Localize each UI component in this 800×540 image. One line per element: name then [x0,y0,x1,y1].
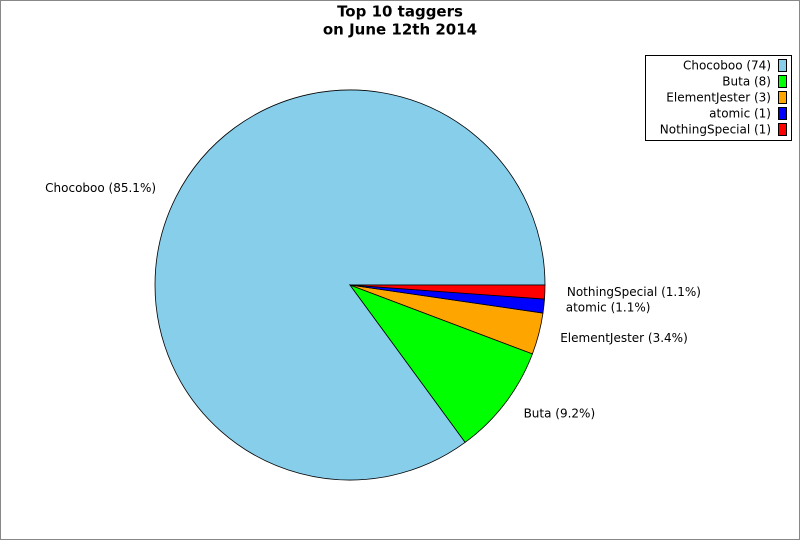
slice-label: Chocoboo (85.1%) [45,181,156,195]
legend-label: ElementJester (3) [666,91,771,105]
slice-label: NothingSpecial (1.1%) [567,285,701,299]
slice-label: atomic (1.1%) [566,301,651,315]
legend-label: atomic (1) [709,107,771,121]
legend-label: Chocoboo (74) [683,59,771,73]
legend-box [645,55,792,141]
legend-swatch [778,107,787,120]
pie-slice [349,284,546,300]
pie-slice [348,284,533,443]
slice-label: Buta (9.2%) [524,406,596,420]
legend-label: Buta (8) [722,75,771,89]
legend-swatch [778,91,787,104]
legend-swatch [778,59,787,72]
chart-title: Top 10 taggers [337,3,463,21]
chart-subtitle: on June 12th 2014 [323,21,477,39]
legend-label: NothingSpecial (1) [660,123,771,137]
slice-label: ElementJester (3.4%) [560,331,688,345]
legend-swatch [778,75,787,88]
legend-swatch [778,123,787,136]
